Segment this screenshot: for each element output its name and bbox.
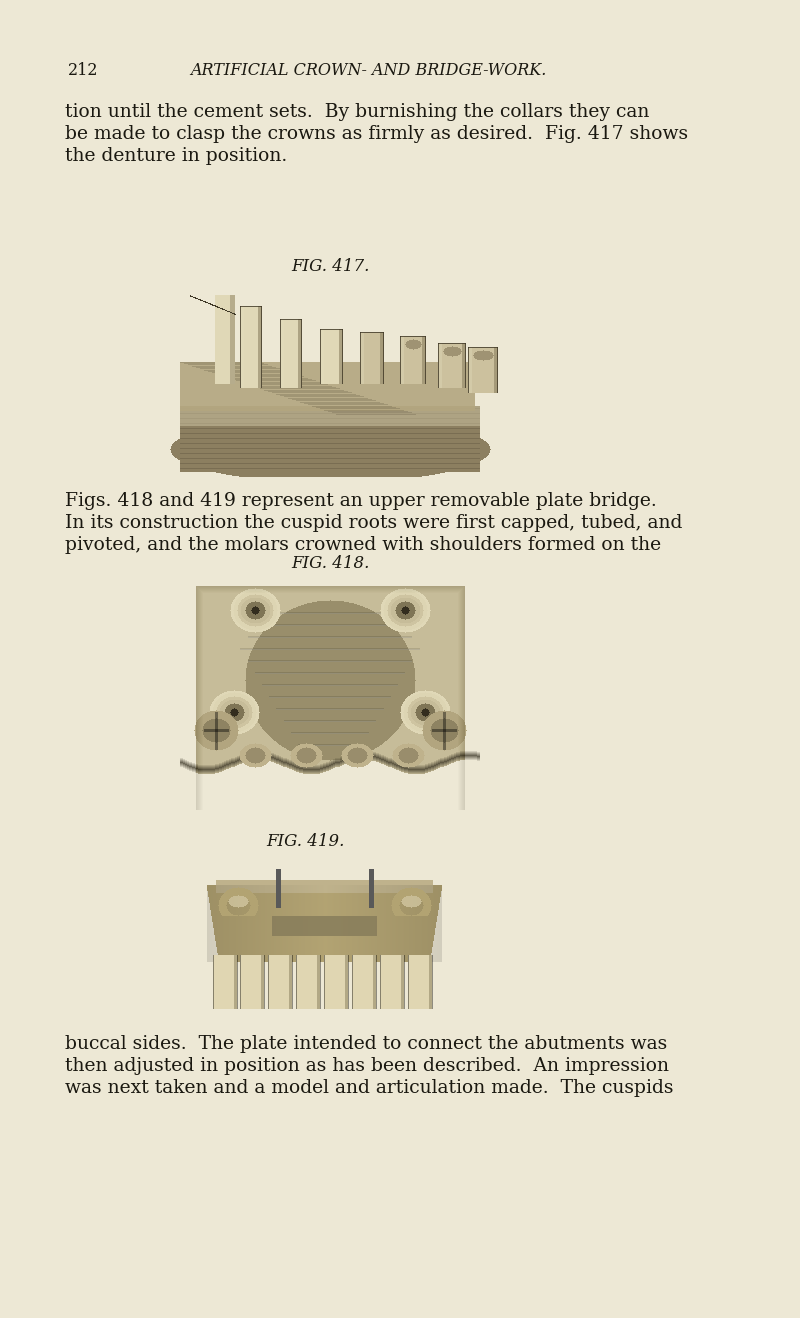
Text: FIG. 417.: FIG. 417.	[291, 258, 369, 275]
Text: FIG. 419.: FIG. 419.	[266, 833, 344, 850]
Text: the denture in position.: the denture in position.	[65, 148, 287, 165]
Text: 212: 212	[68, 62, 98, 79]
Text: buccal sides.  The plate intended to connect the abutments was: buccal sides. The plate intended to conn…	[65, 1035, 667, 1053]
Text: then adjusted in position as has been described.  An impression: then adjusted in position as has been de…	[65, 1057, 669, 1075]
Text: FIG. 418.: FIG. 418.	[291, 555, 369, 572]
Text: was next taken and a model and articulation made.  The cuspids: was next taken and a model and articulat…	[65, 1079, 674, 1097]
Text: tion until the cement sets.  By burnishing the collars they can: tion until the cement sets. By burnishin…	[65, 103, 650, 121]
Text: ARTIFICIAL CROWN- AND BRIDGE-WORK.: ARTIFICIAL CROWN- AND BRIDGE-WORK.	[190, 62, 546, 79]
Text: Figs. 418 and 419 represent an upper removable plate bridge.: Figs. 418 and 419 represent an upper rem…	[65, 492, 657, 510]
Text: In its construction the cuspid roots were first capped, tubed, and: In its construction the cuspid roots wer…	[65, 514, 682, 532]
Text: be made to clasp the crowns as firmly as desired.  Fig. 417 shows: be made to clasp the crowns as firmly as…	[65, 125, 688, 142]
Text: pivoted, and the molars crowned with shoulders formed on the: pivoted, and the molars crowned with sho…	[65, 536, 661, 554]
